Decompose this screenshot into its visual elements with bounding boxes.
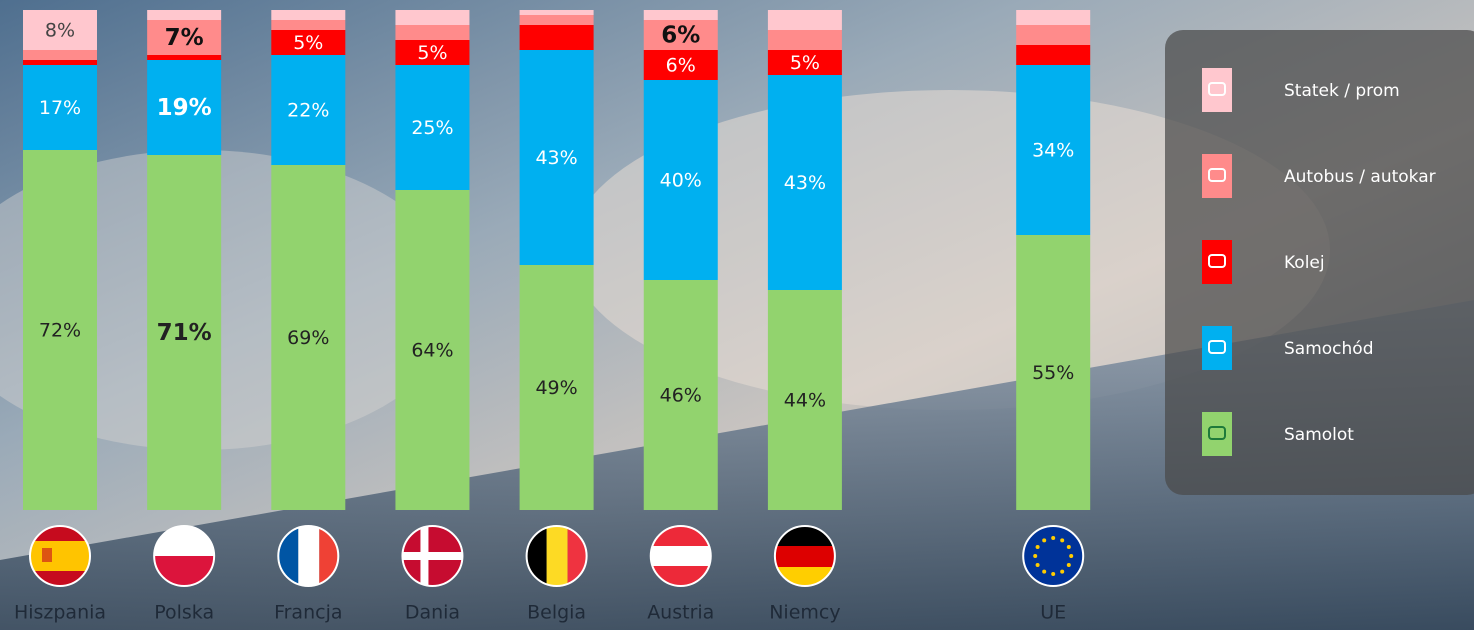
x-tick-label: Belgia [527, 602, 586, 624]
x-tick-label: Francja [274, 602, 342, 624]
data-label: 5% [293, 32, 323, 54]
bar-segment [147, 55, 221, 60]
flag-star [1036, 545, 1040, 549]
flag-part [547, 524, 568, 588]
bar-segment [395, 10, 469, 25]
data-label: 40% [660, 170, 702, 192]
data-label: 6% [666, 55, 696, 77]
bar-segment [520, 25, 594, 50]
bar-segment [644, 10, 718, 20]
bar-segment [1016, 25, 1090, 45]
bar-segment [768, 30, 842, 50]
data-label: 46% [660, 385, 702, 407]
data-label: 43% [784, 172, 826, 194]
bar-segment [520, 15, 594, 25]
page: 72% 17% 8% 71% 19% 7% 69% 22% 5% 64% 25% 5% 49% 43% 46… [0, 0, 1474, 630]
data-label: 19% [157, 95, 212, 121]
flag-star [1033, 554, 1037, 558]
data-label: 64% [411, 340, 453, 362]
bar-segment [271, 10, 345, 20]
flag-star [1067, 563, 1071, 567]
data-label: 43% [535, 147, 577, 169]
x-tick-label: Hiszpania [14, 602, 106, 624]
data-label: 7% [165, 25, 204, 51]
flag-star [1051, 536, 1055, 540]
flag-star [1042, 538, 1046, 542]
legend-swatch [1202, 154, 1232, 198]
flag-part [400, 552, 464, 560]
flag-star [1036, 563, 1040, 567]
bar-segment [147, 10, 221, 20]
flag-star [1067, 545, 1071, 549]
flag-part [298, 524, 319, 588]
flag-part [649, 546, 713, 566]
flag-star [1069, 554, 1073, 558]
data-label: 5% [790, 52, 820, 74]
x-tick-label: Niemcy [769, 602, 840, 624]
legend-label: Samolot [1284, 425, 1354, 445]
legend-swatch [1202, 412, 1232, 456]
legend-label: Statek / prom [1284, 81, 1400, 101]
data-label: 17% [39, 97, 81, 119]
flag-star [1042, 570, 1046, 574]
data-label: 6% [661, 23, 700, 49]
x-tick-label: UE [1040, 602, 1066, 624]
data-label: 49% [535, 377, 577, 399]
legend-label: Samochód [1284, 339, 1373, 359]
legend-swatch [1202, 326, 1232, 370]
bar-segment [520, 10, 594, 15]
data-label: 25% [411, 117, 453, 139]
x-tick-label: Polska [154, 602, 214, 624]
data-label: 69% [287, 327, 329, 349]
legend-label: Autobus / autokar [1284, 167, 1436, 187]
bar-segment [395, 25, 469, 40]
flag-part [28, 541, 92, 571]
legend-swatch [1202, 240, 1232, 284]
bar-segment [23, 60, 97, 65]
flag-star [1051, 572, 1055, 576]
data-label: 22% [287, 100, 329, 122]
flag-part [42, 548, 52, 562]
data-label: 8% [45, 20, 75, 42]
bar-segment [1016, 45, 1090, 65]
data-label: 71% [157, 320, 212, 346]
bar-segment [768, 10, 842, 30]
legend-label: Kolej [1284, 253, 1325, 273]
legend-swatch [1202, 68, 1232, 112]
data-label: 44% [784, 390, 826, 412]
x-tick-label: Austria [647, 602, 714, 624]
bar-segment [271, 20, 345, 30]
data-label: 55% [1032, 362, 1074, 384]
flag-star [1060, 570, 1064, 574]
flag-part [773, 546, 837, 567]
data-label: 72% [39, 320, 81, 342]
bar-segment [1016, 10, 1090, 25]
chart: 72% 17% 8% 71% 19% 7% 69% 22% 5% 64% 25% 5% 49% 43% 46… [0, 0, 1474, 630]
data-label: 5% [417, 42, 447, 64]
flag-star [1060, 538, 1064, 542]
x-tick-label: Dania [405, 602, 460, 624]
data-label: 34% [1032, 140, 1074, 162]
bar-segment [23, 50, 97, 60]
